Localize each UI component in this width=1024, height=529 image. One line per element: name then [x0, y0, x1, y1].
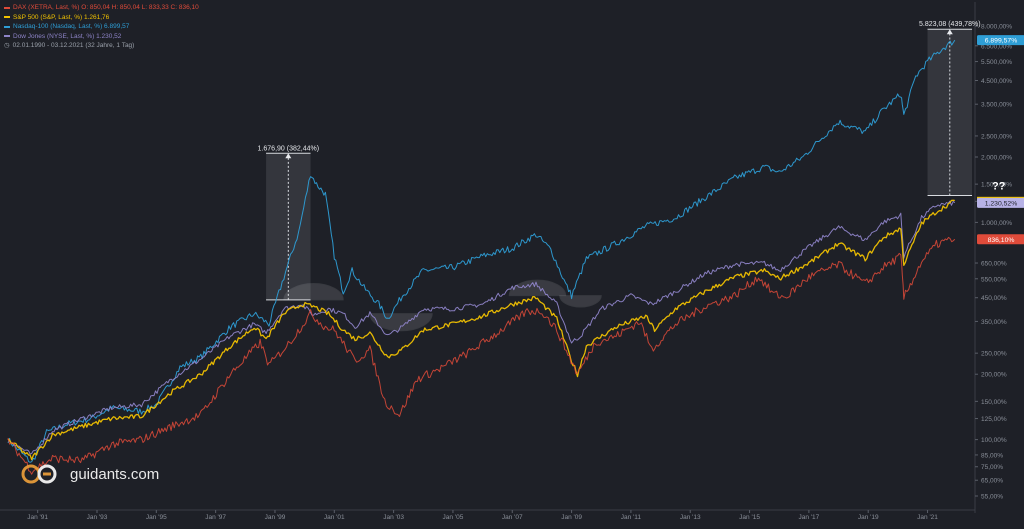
legend-label-dax: DAX (XETRA, Last, %) O: 850,04 H: 850,04…: [13, 4, 199, 11]
y-tick-label: 2.000,00%: [981, 154, 1012, 161]
arc-top-2007: [508, 279, 567, 297]
arc-bottom-2009: [559, 295, 602, 308]
y-tick-label: 125,00%: [981, 416, 1007, 423]
nasdaq-swatch: [4, 25, 10, 28]
legend-label-dowjones: Dow Jones (NYSE, Last, %) 1.230,52: [13, 32, 122, 40]
question-mark-label: ??: [992, 180, 1006, 192]
x-tick-label: Jan '05: [443, 514, 464, 521]
measure-2021-label: 5.823,08 (439,78%): [919, 21, 981, 28]
badge-bg-2: [977, 234, 1024, 245]
badge-text-0: 6.899,57%: [985, 38, 1018, 45]
annotations: 1.676,90 (382,44%) 5.823,08 (439,78%)??: [258, 21, 1006, 332]
y-tick-label: 8.000,00%: [981, 24, 1012, 31]
x-tick-label: Jan '99: [265, 514, 286, 521]
y-tick-label: 100,00%: [981, 437, 1007, 444]
y-tick-label: 5.500,00%: [981, 59, 1012, 66]
clock-icon: ◷: [4, 42, 10, 49]
y-tick-label: 150,00%: [981, 399, 1007, 406]
measure-2021-arrow-head: [946, 29, 953, 35]
y-tick-label: 55,00%: [981, 494, 1003, 501]
series-line-dax: [7, 236, 956, 475]
watermark: guidants.com: [20, 461, 159, 487]
legend-date-range: ◷ 02.01.1990 - 03.12.2021 (32 Jahre, 1 T…: [4, 41, 199, 51]
measure-2021-box: [927, 29, 973, 196]
measure-1999-label: 1.676,90 (382,44%): [258, 145, 320, 152]
arc-bottom-2002: [369, 313, 433, 332]
y-axis: 55,00% 65,00% 75,00% 85,00% 100,00% 125,00% 15…: [974, 2, 1012, 513]
dowjones-swatch: [4, 35, 10, 38]
x-tick-label: Jan '15: [739, 514, 760, 521]
x-tick-label: Jan '01: [324, 514, 345, 521]
y-tick-label: 200,00%: [981, 372, 1007, 379]
badge-bg-1: [977, 197, 1024, 208]
badge-text-1: 1.230,52%: [985, 200, 1018, 207]
x-axis: Jan '91 Jan '93 Jan '95 Jan '97 Jan '99 Jan '…: [0, 509, 975, 521]
legend-item-nasdaq[interactable]: Nasdaq-100 (Nasdaq, Last, %) 6.899,57: [4, 22, 199, 32]
y-tick-label: 85,00%: [981, 452, 1003, 459]
x-tick-label: Jan '11: [621, 514, 642, 521]
series-line-sp: [7, 199, 955, 461]
series-line-dow: [7, 200, 956, 455]
y-tick-label: 550,00%: [981, 276, 1007, 283]
x-tick-label: Jan '13: [680, 514, 701, 521]
x-tick-label: Jan '21: [917, 514, 938, 521]
y-tick-label: 75,00%: [981, 464, 1003, 471]
y-tick-label: 350,00%: [981, 319, 1007, 326]
y-tick-label: 65,00%: [981, 478, 1003, 485]
badge-text-2: 836,10%: [988, 237, 1015, 244]
watermark-text: guidants.com: [70, 465, 160, 483]
x-tick-label: Jan '19: [858, 514, 879, 521]
chart-legend: DAX (XETRA, Last, %) O: 850,04 H: 850,04…: [4, 3, 199, 51]
y-tick-label: 450,00%: [981, 295, 1007, 302]
badge-bg-0: [977, 35, 1024, 46]
guidants-logo-icon: [21, 464, 57, 484]
x-tick-label: Jan '95: [146, 514, 167, 521]
legend-item-sp500[interactable]: S&P 500 (S&P, Last, %) 1.261,76: [4, 13, 199, 23]
y-tick-label: 6.500,00%: [981, 43, 1012, 50]
x-tick-label: Jan '07: [502, 514, 523, 521]
series-line-nasdaq100: [7, 39, 956, 463]
x-tick-label: Jan '09: [561, 514, 582, 521]
y-tick-label: 250,00%: [981, 351, 1007, 358]
y-tick-label: 4.500,00%: [981, 78, 1012, 85]
arc-top-2000: [283, 283, 344, 301]
legend-item-dax[interactable]: DAX (XETRA, Last, %) O: 850,04 H: 850,04…: [4, 3, 199, 13]
y-tick-label: 1.000,00%: [981, 220, 1012, 227]
y-tick-label: 3.500,00%: [981, 102, 1012, 109]
last-value-badges: 6.899,57% 1.230,52% 836,10%: [977, 35, 1024, 245]
y-tick-label: 2.500,00%: [981, 133, 1012, 140]
x-tick-label: Jan '17: [799, 514, 820, 521]
legend-item-dowjones[interactable]: Dow Jones (NYSE, Last, %) 1.230,52: [4, 32, 199, 42]
x-tick-label: Jan '93: [87, 514, 108, 521]
measure-1999-arrow-head: [285, 153, 292, 159]
legend-label-nasdaq: Nasdaq-100 (Nasdaq, Last, %) 6.899,57: [13, 23, 130, 30]
y-tick-label: 1.500,00%: [981, 182, 1012, 189]
x-tick-label: Jan '97: [205, 514, 226, 521]
x-tick-label: Jan '91: [27, 514, 48, 521]
sp500-swatch: [4, 16, 10, 19]
x-tick-label: Jan '03: [383, 514, 404, 521]
legend-label-sp500: S&P 500 (S&P, Last, %) 1.261,76: [13, 13, 110, 21]
date-range-text: 02.01.1990 - 03.12.2021 (32 Jahre, 1 Tag…: [12, 42, 135, 49]
dax-swatch: [4, 6, 10, 9]
series-lines: [7, 39, 956, 475]
y-tick-label: 650,00%: [981, 261, 1007, 268]
